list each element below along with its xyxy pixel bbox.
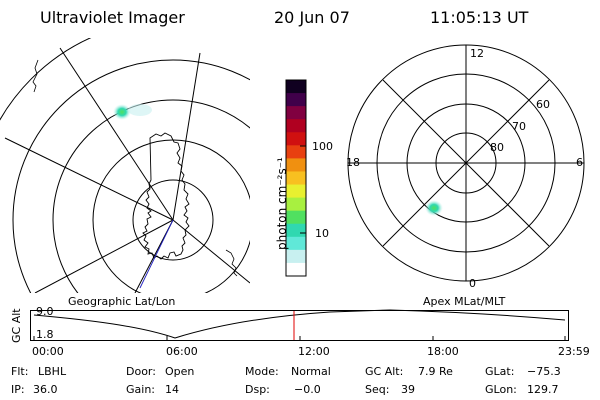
colorbar-cell <box>286 223 306 238</box>
ip-label: IP: <box>11 383 25 396</box>
colorbar-cell <box>286 236 306 251</box>
altitude-curve <box>33 309 566 339</box>
dsp-value: −0.0 <box>294 383 321 396</box>
colorbar-cell <box>286 210 306 225</box>
door-value: Open <box>165 365 195 378</box>
aurora-emission <box>425 200 443 216</box>
colorbar-cell <box>286 93 306 107</box>
geographic-map <box>0 38 250 293</box>
glon-value: 129.7 <box>527 383 559 396</box>
mlat-label-80: 80 <box>490 141 504 154</box>
mlat-label-70: 70 <box>512 120 526 133</box>
filter-value: LBHL <box>38 365 67 378</box>
gain-value: 14 <box>165 383 179 396</box>
glat-value: −75.3 <box>527 365 561 378</box>
gain-label: Gain: <box>126 383 155 396</box>
polar-panel-label: Apex MLat/MLT <box>423 295 506 308</box>
colorbar-cell <box>286 262 306 277</box>
glon-label: GLon: <box>485 383 517 396</box>
colorbar-cell <box>286 158 306 172</box>
xtick-18-00: 18:00 <box>427 345 459 358</box>
geo-meridian <box>4 137 174 221</box>
geo-meridian <box>172 219 250 284</box>
seq-value: 39 <box>401 383 415 396</box>
gc-alt-label: GC Alt: <box>365 365 404 378</box>
geo-latitude-ring <box>52 99 250 293</box>
coastline <box>32 59 39 93</box>
colorbar-cell <box>286 145 306 159</box>
altitude-ytick-1-8: 1.8 <box>36 328 54 341</box>
geo-meridian <box>172 52 201 221</box>
ip-value: 36.0 <box>33 383 58 396</box>
coastline <box>225 249 238 277</box>
xtick-00-00: 00:00 <box>32 345 64 358</box>
mlt-diagonal <box>382 79 550 247</box>
colorbar-cell <box>286 132 306 146</box>
xtick-23-59: 23:59 <box>558 345 590 358</box>
mlt-label-0: 0 <box>469 277 476 290</box>
colorbar-cell <box>286 249 306 264</box>
altitude-ylabel: GC Alt <box>10 308 23 343</box>
altitude-plot-frame <box>30 310 569 341</box>
mlt-label-18: 18 <box>346 156 360 169</box>
colorbar-cell <box>286 119 306 133</box>
coastline <box>142 132 190 260</box>
aurora-emission <box>128 104 152 116</box>
polar-plot <box>347 44 585 282</box>
mode-label: Mode: <box>245 365 279 378</box>
observation-time: 11:05:13 UT <box>430 8 529 27</box>
mlt-label-12: 12 <box>470 47 484 60</box>
colorbar-cell <box>286 80 306 94</box>
glat-label: GLat: <box>485 365 515 378</box>
colorbar-cell <box>286 184 306 199</box>
colorbar-cell <box>286 197 306 212</box>
altitude-ytick-9: 9.0 <box>36 305 54 318</box>
instrument-title: Ultraviolet Imager <box>40 8 185 27</box>
seq-label: Seq: <box>365 383 390 396</box>
gc-alt-value: 7.9 Re <box>418 365 453 378</box>
filter-label: Flt: <box>11 365 29 378</box>
xtick-12-00: 12:00 <box>298 345 330 358</box>
geo-meridian <box>59 47 174 221</box>
observation-date: 20 Jun 07 <box>274 8 350 27</box>
colorbar-unit-label: photon cm⁻²s⁻¹ <box>275 157 289 250</box>
mlat-label-60: 60 <box>536 98 550 111</box>
colorbar-tick-label-10: 10 <box>315 227 329 240</box>
door-label: Door: <box>126 365 156 378</box>
colorbar-cell <box>286 106 306 120</box>
colorbar-tick-label-100: 100 <box>312 140 333 153</box>
colorbar <box>285 79 307 277</box>
dsp-label: Dsp: <box>245 383 270 396</box>
geo-panel-label: Geographic Lat/Lon <box>68 295 176 308</box>
geo-meridian <box>34 219 174 293</box>
geo-latitude-ring <box>12 59 250 293</box>
mlt-label-6: 6 <box>576 156 583 169</box>
aurora-emission <box>113 104 131 120</box>
xtick-06-00: 06:00 <box>166 345 198 358</box>
colorbar-cell <box>286 171 306 186</box>
altitude-plot <box>30 309 569 341</box>
geo-latitude-ring <box>132 179 214 261</box>
satellite-track <box>139 219 174 289</box>
mode-value: Normal <box>291 365 331 378</box>
